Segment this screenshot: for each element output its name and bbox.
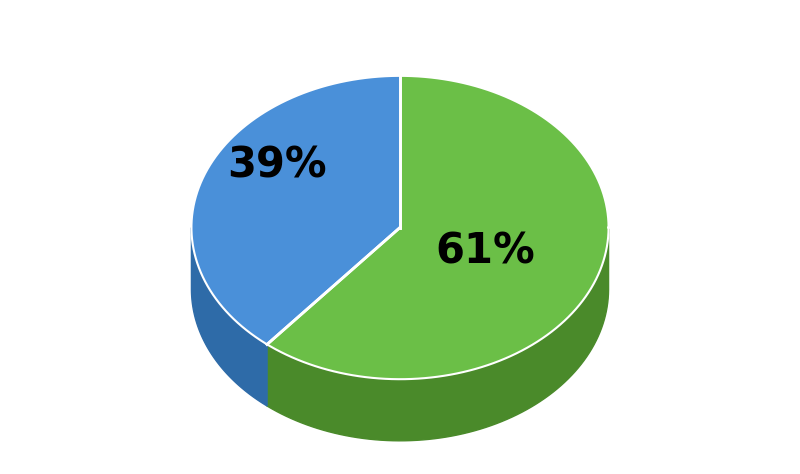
Polygon shape <box>191 76 400 345</box>
Polygon shape <box>191 228 267 406</box>
Polygon shape <box>267 76 609 379</box>
Text: 39%: 39% <box>227 145 326 187</box>
Text: 61%: 61% <box>435 230 535 272</box>
Polygon shape <box>267 228 609 441</box>
